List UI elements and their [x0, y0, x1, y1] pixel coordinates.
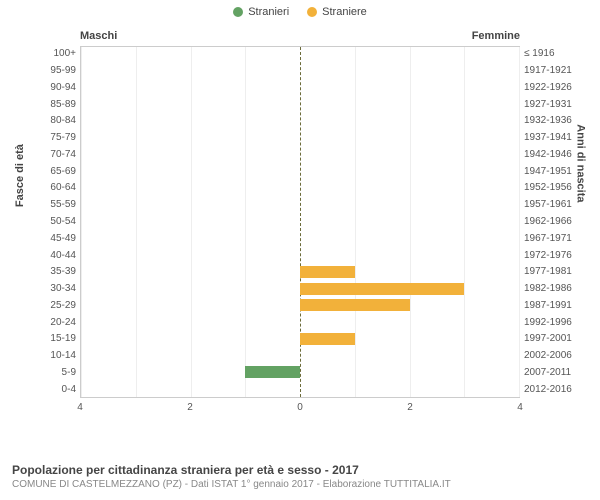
- age-bracket-label: 40-44: [20, 251, 78, 261]
- age-bracket-label: 95-99: [20, 66, 78, 76]
- age-bracket-label: 0-4: [20, 385, 78, 395]
- age-bracket-label: 60-64: [20, 183, 78, 193]
- gridline: [245, 47, 246, 397]
- birth-year-label: 1962-1966: [522, 217, 580, 227]
- birth-year-label: 2007-2011: [522, 368, 580, 378]
- legend-label-male: Stranieri: [248, 6, 289, 18]
- age-bracket-label: 80-84: [20, 116, 78, 126]
- birth-year-label: 1992-1996: [522, 318, 580, 328]
- birth-year-label: 1927-1931: [522, 100, 580, 110]
- birth-year-label: 1957-1961: [522, 200, 580, 210]
- left-y-axis: 100+ 95-99 90-94 85-89 80-84 75-79 70-74 65-69 6…: [20, 46, 78, 398]
- birth-year-label: 1917-1921: [522, 66, 580, 76]
- population-pyramid-chart: Fasce di età Anni di nascita Maschi Femm…: [20, 26, 580, 426]
- legend: Stranieri Straniere: [0, 0, 600, 18]
- birth-year-label: 1977-1981: [522, 267, 580, 277]
- gridline: [355, 47, 356, 397]
- age-bracket-label: 10-14: [20, 351, 78, 361]
- birth-year-label: 1987-1991: [522, 301, 580, 311]
- birth-year-label: 1972-1976: [522, 251, 580, 261]
- birth-year-label: 2012-2016: [522, 385, 580, 395]
- gridline: [136, 47, 137, 397]
- bar-female: [300, 283, 464, 295]
- legend-item-female: Straniere: [307, 6, 367, 18]
- x-tick-label: 2: [407, 402, 413, 413]
- birth-year-label: 1932-1936: [522, 116, 580, 126]
- bar-female: [300, 299, 410, 311]
- chart-footer: Popolazione per cittadinanza straniera p…: [12, 463, 588, 490]
- birth-year-label: 1997-2001: [522, 334, 580, 344]
- age-bracket-label: 25-29: [20, 301, 78, 311]
- gridline: [81, 47, 82, 397]
- birth-year-label: 2002-2006: [522, 351, 580, 361]
- gridline: [191, 47, 192, 397]
- gridline: [464, 47, 465, 397]
- left-side-title: Maschi: [80, 30, 117, 42]
- plot-area: [80, 46, 520, 398]
- age-bracket-label: 20-24: [20, 318, 78, 328]
- footer-title: Popolazione per cittadinanza straniera p…: [12, 463, 588, 477]
- age-bracket-label: 35-39: [20, 267, 78, 277]
- age-bracket-label: 90-94: [20, 83, 78, 93]
- x-tick-label: 4: [517, 402, 523, 413]
- birth-year-label: 1947-1951: [522, 167, 580, 177]
- bar-female: [300, 266, 355, 278]
- age-bracket-label: 55-59: [20, 200, 78, 210]
- age-bracket-label: 75-79: [20, 133, 78, 143]
- legend-swatch-female: [307, 7, 317, 17]
- age-bracket-label: 50-54: [20, 217, 78, 227]
- birth-year-label: 1967-1971: [522, 234, 580, 244]
- footer-subtitle: COMUNE DI CASTELMEZZANO (PZ) - Dati ISTA…: [12, 479, 588, 490]
- age-bracket-label: 5-9: [20, 368, 78, 378]
- right-side-title: Femmine: [472, 30, 520, 42]
- gridline: [410, 47, 411, 397]
- age-bracket-label: 45-49: [20, 234, 78, 244]
- right-y-axis: ≤ 1916 1917-1921 1922-1926 1927-1931 1932-19…: [522, 46, 580, 398]
- birth-year-label: 1937-1941: [522, 133, 580, 143]
- gridline: [519, 47, 520, 397]
- age-bracket-label: 100+: [20, 49, 78, 59]
- bar-male: [245, 366, 300, 378]
- legend-label-female: Straniere: [322, 6, 367, 18]
- age-bracket-label: 15-19: [20, 334, 78, 344]
- birth-year-label: 1942-1946: [522, 150, 580, 160]
- x-tick-label: 4: [77, 402, 83, 413]
- age-bracket-label: 70-74: [20, 150, 78, 160]
- x-axis: 4 2 0 2 4: [80, 402, 520, 416]
- birth-year-label: 1922-1926: [522, 83, 580, 93]
- legend-item-male: Stranieri: [233, 6, 289, 18]
- birth-year-label: ≤ 1916: [522, 49, 580, 59]
- birth-year-label: 1982-1986: [522, 284, 580, 294]
- bar-female: [300, 333, 355, 345]
- age-bracket-label: 30-34: [20, 284, 78, 294]
- x-tick-label: 2: [187, 402, 193, 413]
- birth-year-label: 1952-1956: [522, 183, 580, 193]
- age-bracket-label: 85-89: [20, 100, 78, 110]
- legend-swatch-male: [233, 7, 243, 17]
- x-tick-label: 0: [297, 402, 303, 413]
- age-bracket-label: 65-69: [20, 167, 78, 177]
